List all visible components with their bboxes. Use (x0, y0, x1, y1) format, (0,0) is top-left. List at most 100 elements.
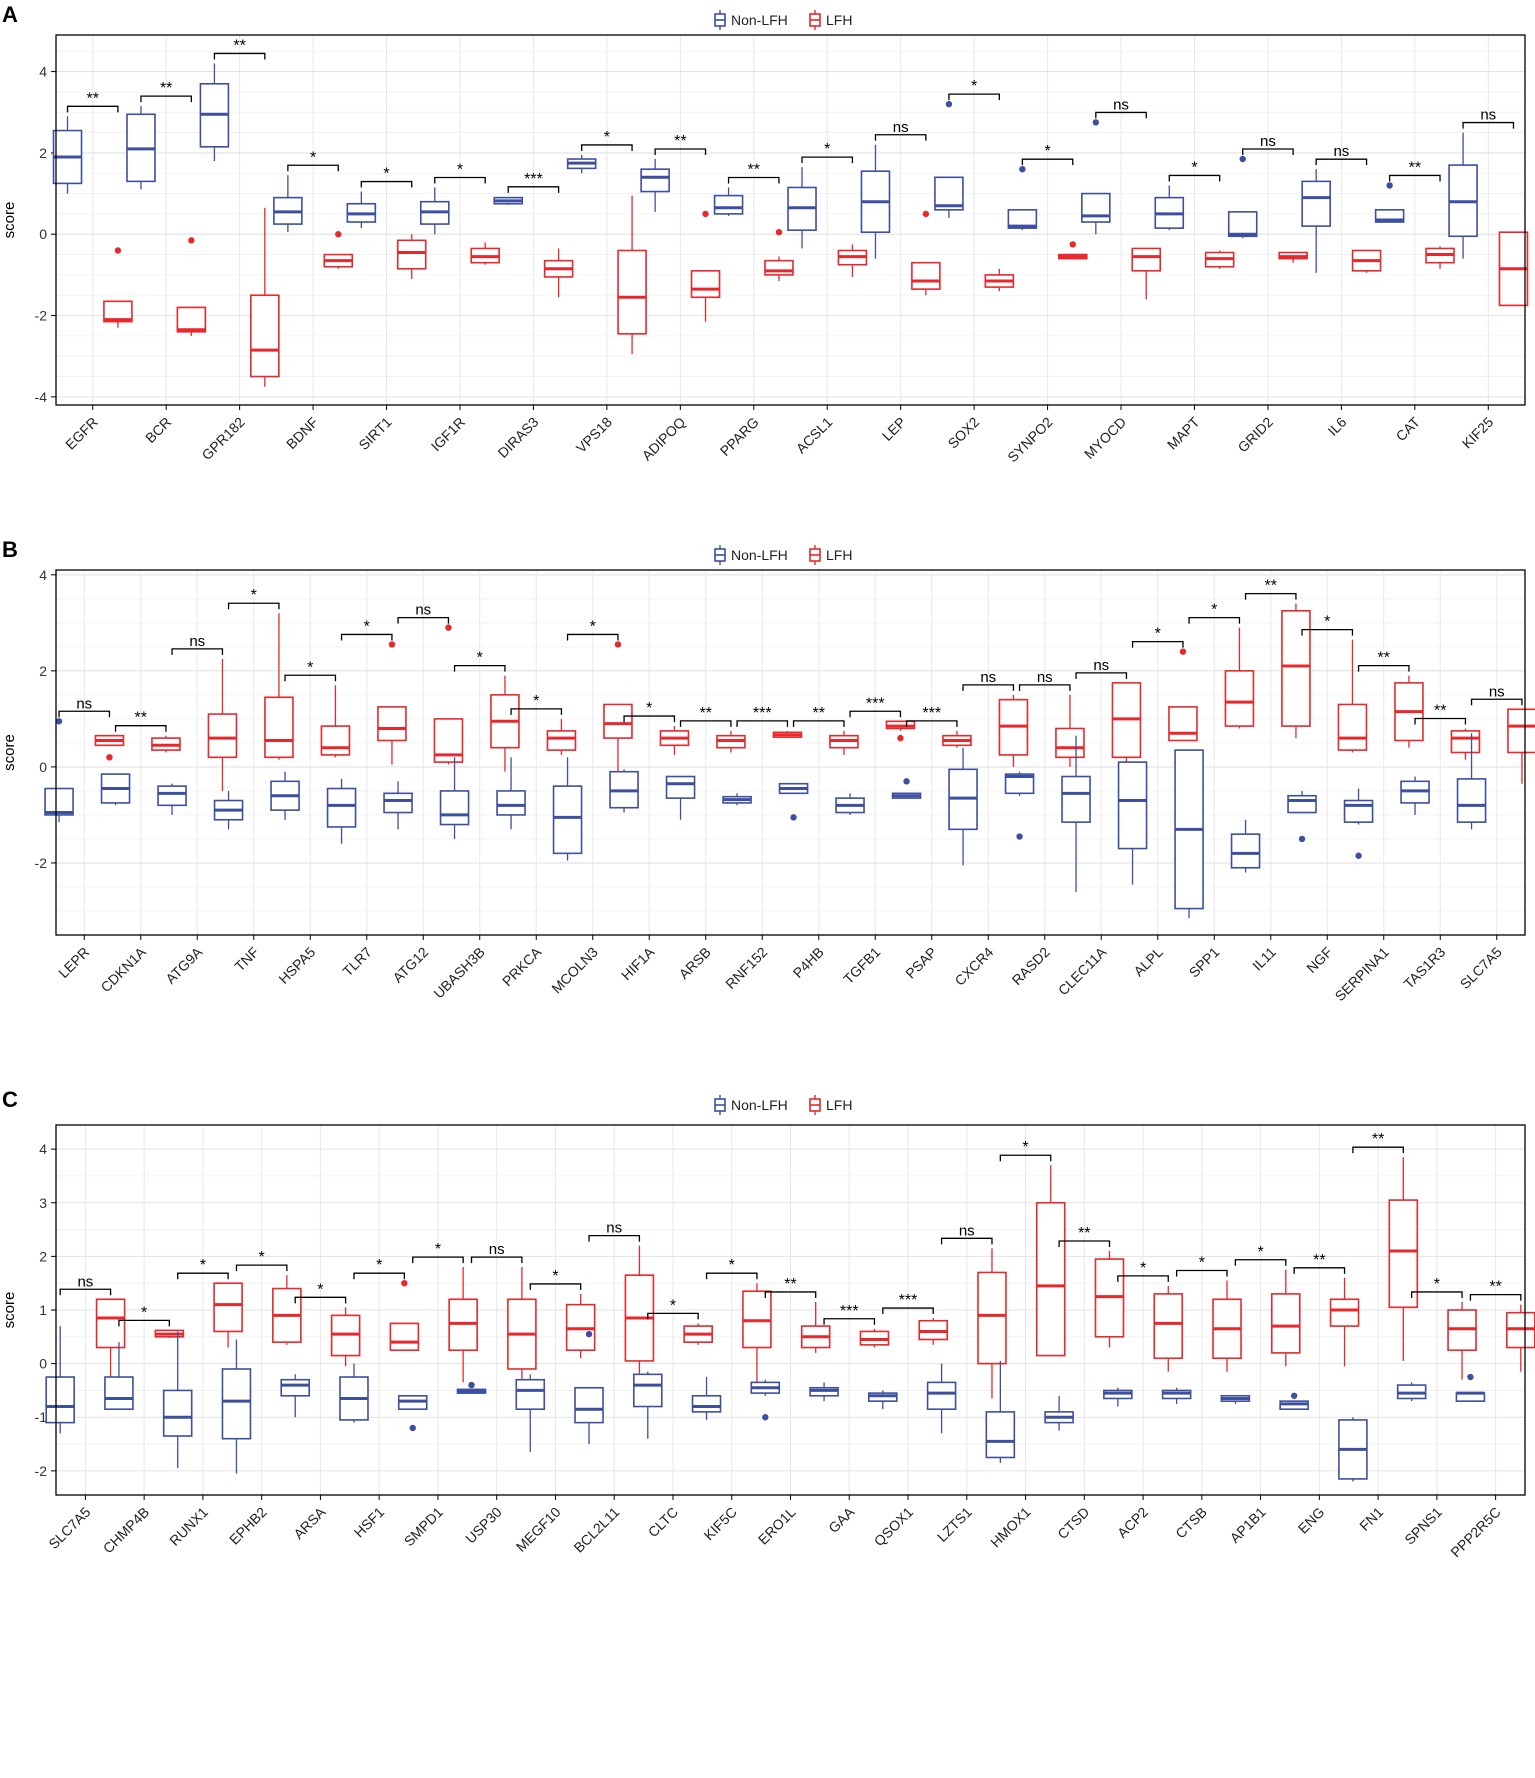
box-non-lfh (1081, 119, 1111, 235)
box-non-lfh (339, 1363, 369, 1423)
bracket-line (1095, 111, 1147, 119)
significance-label: ns (1260, 133, 1276, 150)
x-tick-label: DIRAS3 (494, 414, 541, 461)
significance-label: ns (1093, 657, 1109, 674)
bracket-line (588, 1235, 641, 1242)
x-tick-label: QSOX1 (871, 1504, 917, 1550)
bracket-line (962, 684, 1015, 691)
x-tick-label: ALPL (1130, 944, 1166, 980)
box-lfh (690, 210, 721, 322)
significance-label: ns (489, 1241, 505, 1258)
box-lfh (1111, 682, 1142, 765)
x-tick-label: CTSB (1172, 1504, 1210, 1542)
outlier-point (1386, 182, 1393, 189)
significance-label: *** (899, 1292, 918, 1309)
box-iqr (617, 249, 647, 335)
significance-label: ns (959, 1222, 975, 1239)
significance-bracket: * (647, 1297, 699, 1320)
significance-label: * (310, 149, 316, 166)
significance-bracket: * (227, 587, 280, 610)
bracket-line (1075, 672, 1128, 679)
box-iqr (280, 1378, 311, 1397)
box-lfh (829, 730, 859, 755)
box-iqr (1287, 794, 1317, 814)
box-iqr (439, 790, 470, 826)
x-tick-label: PPARG (717, 414, 762, 459)
panel-label: A (2, 2, 18, 27)
box-lfh (1498, 231, 1529, 307)
significance-bracket: ** (114, 710, 167, 732)
significance-label: ** (674, 133, 686, 150)
significance-bracket: * (1188, 602, 1241, 624)
bracket-line (1168, 174, 1221, 182)
bracket-line (1293, 1267, 1346, 1274)
box-non-lfh (722, 793, 752, 806)
category-sirt1: * SIRT1 (346, 166, 427, 453)
x-tick-label: HSF1 (351, 1504, 388, 1541)
box-iqr (1343, 799, 1374, 823)
box-lfh (543, 248, 574, 298)
bracket-line (340, 633, 393, 641)
box-non-lfh (44, 718, 74, 823)
bracket-line (647, 1312, 699, 1320)
plot-border (55, 569, 1526, 936)
x-tick-label: BCR (142, 414, 174, 446)
bracket-line (1131, 640, 1184, 648)
bracket-line (118, 1319, 170, 1327)
bracket-line (58, 710, 111, 718)
outlier-point (762, 1414, 769, 1421)
box-iqr (1301, 180, 1331, 227)
box-iqr (221, 1368, 252, 1440)
box-iqr (1450, 730, 1481, 754)
significance-label: ** (135, 710, 147, 727)
box-lfh (837, 244, 868, 277)
significance-label: * (729, 1257, 735, 1274)
x-tick-label: CTSD (1054, 1504, 1092, 1542)
significance-label: ns (415, 602, 431, 619)
outlier-point (897, 734, 904, 742)
bracket-line (654, 148, 707, 156)
box-non-lfh (566, 154, 597, 174)
significance-bracket: ns (588, 1220, 641, 1242)
significance-label: *** (753, 705, 772, 722)
box-iqr (1227, 211, 1258, 238)
box-iqr (95, 1298, 126, 1349)
significance-bracket: * (434, 161, 486, 184)
legend-label-non-lfh: Non-LFH (731, 547, 788, 563)
x-tick-label: TLR7 (339, 944, 375, 980)
box-lfh (1278, 251, 1308, 263)
box-non-lfh (515, 1374, 546, 1453)
bracket-line (581, 144, 633, 151)
significance-label: ** (1078, 1225, 1090, 1242)
x-tick-label: BCL2L11 (570, 1504, 622, 1556)
box-lfh (1425, 246, 1455, 269)
significance-label: * (141, 1304, 147, 1321)
x-tick-label: ARSA (290, 1503, 329, 1542)
x-tick-label: VPS18 (573, 414, 615, 456)
significance-label: *** (840, 1303, 859, 1320)
significance-bracket: ** (792, 705, 845, 727)
significance-label: * (307, 659, 313, 676)
significance-label: * (200, 1257, 206, 1274)
box-non-lfh (1343, 788, 1374, 859)
box-lfh (1131, 247, 1162, 300)
box-iqr (104, 1376, 134, 1411)
box-non-lfh (100, 773, 131, 806)
box-lfh (1329, 1277, 1360, 1367)
outlier-point (1355, 852, 1362, 859)
outlier-point (1019, 165, 1026, 173)
significance-bracket: ns (962, 669, 1015, 691)
box-non-lfh (213, 790, 244, 830)
significance-bracket: * (1234, 1244, 1287, 1266)
box-non-lfh (157, 783, 187, 815)
legend-swatch-non-lfh (714, 1095, 726, 1115)
box-lfh (1447, 1301, 1477, 1380)
box-lfh (1394, 675, 1424, 748)
legend: Non-LFH LFH (714, 545, 852, 565)
significance-label: * (477, 650, 483, 667)
bracket-line (412, 1256, 464, 1264)
box-lfh (490, 675, 520, 772)
box-iqr (496, 790, 526, 816)
bracket-line (59, 1288, 112, 1296)
box-non-lfh (640, 159, 670, 212)
